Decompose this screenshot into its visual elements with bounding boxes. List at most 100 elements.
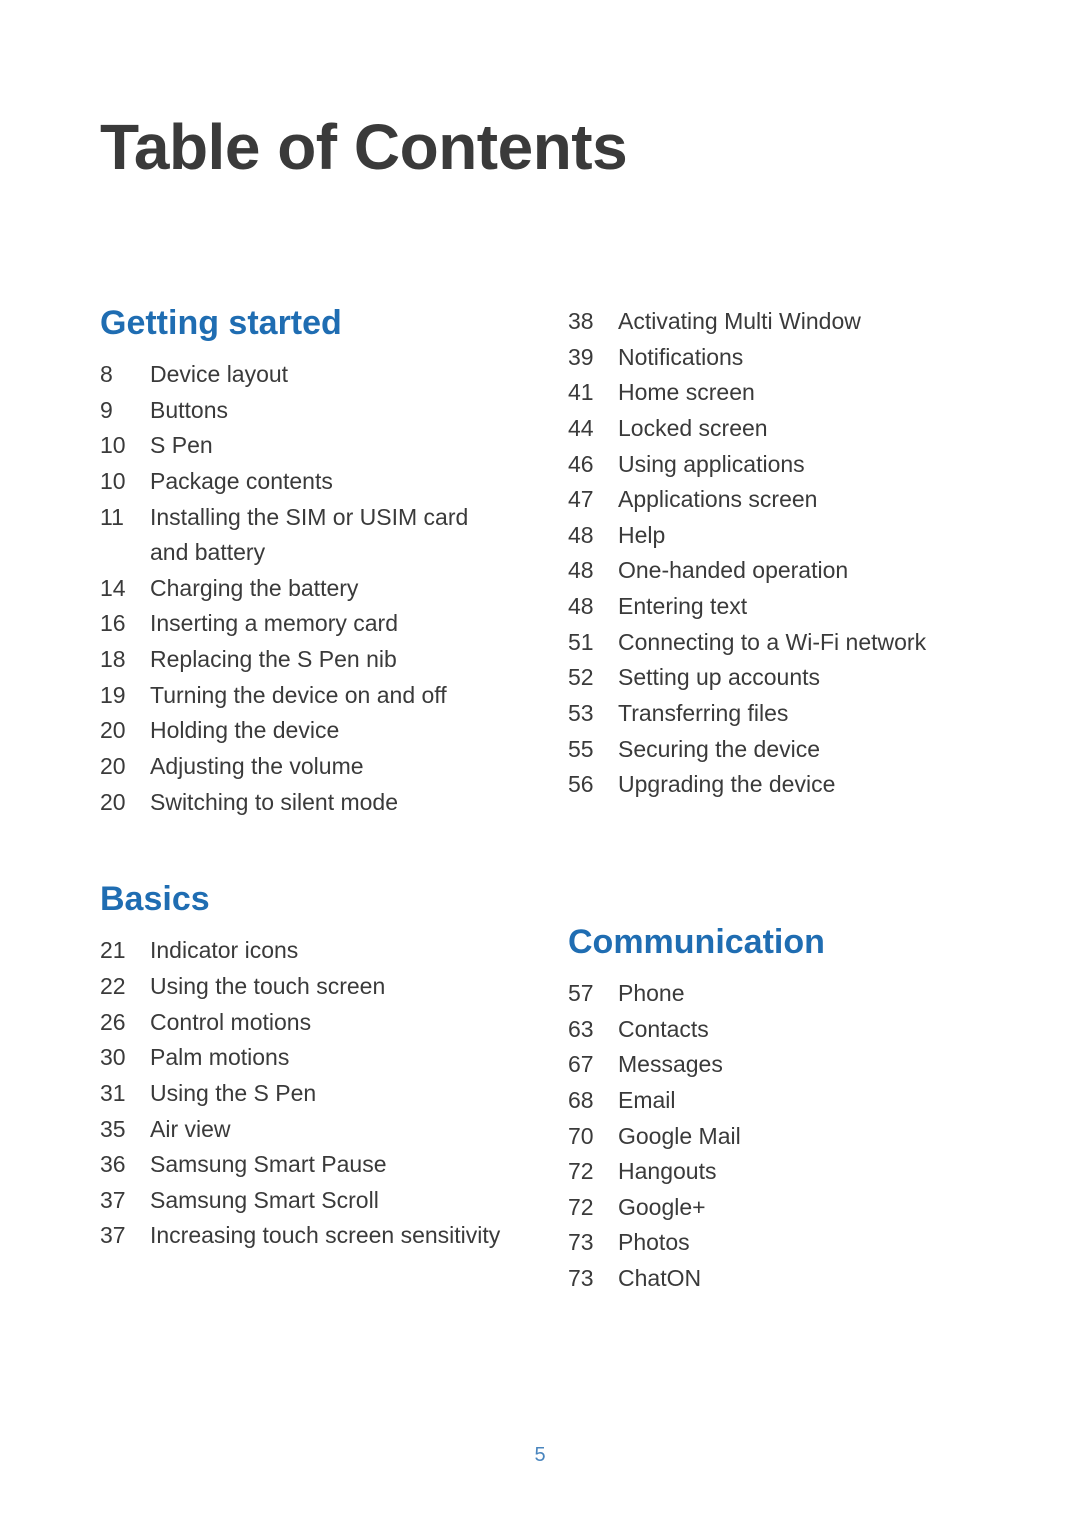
toc-entry[interactable]: 10S Pen [100, 428, 512, 464]
toc-entry[interactable]: 67Messages [568, 1047, 980, 1083]
toc-entry[interactable]: 31Using the S Pen [100, 1076, 512, 1112]
toc-entry-title: Connecting to a Wi-Fi network [618, 625, 980, 661]
toc-entry-page: 30 [100, 1040, 150, 1076]
toc-entry-page: 41 [568, 375, 618, 411]
right-column: 38Activating Multi Window39Notifications… [568, 304, 980, 1297]
toc-entry[interactable]: 14Charging the battery [100, 571, 512, 607]
toc-entry-page: 51 [568, 625, 618, 661]
toc-entry-page: 57 [568, 976, 618, 1012]
toc-entry-title: Locked screen [618, 411, 980, 447]
toc-entry-page: 37 [100, 1218, 150, 1254]
toc-entry-title: Switching to silent mode [150, 785, 512, 821]
toc-entry[interactable]: 39Notifications [568, 340, 980, 376]
toc-entry-page: 9 [100, 393, 150, 429]
toc-entry-title: Using the touch screen [150, 969, 512, 1005]
toc-entry[interactable]: 55Securing the device [568, 732, 980, 768]
toc-list: 57Phone63Contacts67Messages68Email70Goog… [568, 976, 980, 1297]
toc-entry[interactable]: 22Using the touch screen [100, 969, 512, 1005]
toc-entry-title: Entering text [618, 589, 980, 625]
toc-entry[interactable]: 53Transferring files [568, 696, 980, 732]
toc-entry[interactable]: 30Palm motions [100, 1040, 512, 1076]
toc-entry-title: Package contents [150, 464, 512, 500]
toc-entry-page: 31 [100, 1076, 150, 1112]
toc-entry-title: Google+ [618, 1190, 980, 1226]
toc-entry-page: 39 [568, 340, 618, 376]
toc-entry[interactable]: 20Adjusting the volume [100, 749, 512, 785]
page-number: 5 [0, 1444, 1080, 1467]
toc-entry[interactable]: 8Device layout [100, 357, 512, 393]
toc-entry[interactable]: 21Indicator icons [100, 933, 512, 969]
toc-entry-title: Palm motions [150, 1040, 512, 1076]
toc-entry-title: ChatON [618, 1261, 980, 1297]
toc-entry-title: Photos [618, 1225, 980, 1261]
toc-entry[interactable]: 37Samsung Smart Scroll [100, 1183, 512, 1219]
toc-entry[interactable]: 11Installing the SIM or USIM card and ba… [100, 500, 512, 571]
toc-entry[interactable]: 44Locked screen [568, 411, 980, 447]
toc-entry[interactable]: 18Replacing the S Pen nib [100, 642, 512, 678]
toc-entry-title: Google Mail [618, 1119, 980, 1155]
toc-entry[interactable]: 48Entering text [568, 589, 980, 625]
toc-entry-page: 14 [100, 571, 150, 607]
toc-entry[interactable]: 26Control motions [100, 1005, 512, 1041]
toc-entry[interactable]: 48Help [568, 518, 980, 554]
toc-entry[interactable]: 63Contacts [568, 1012, 980, 1048]
toc-entry-title: Upgrading the device [618, 767, 980, 803]
toc-entry-title: Inserting a memory card [150, 606, 512, 642]
toc-entry-page: 8 [100, 357, 150, 393]
toc-entry-page: 10 [100, 428, 150, 464]
toc-entry-page: 22 [100, 969, 150, 1005]
toc-entry[interactable]: 70Google Mail [568, 1119, 980, 1155]
toc-entry[interactable]: 41Home screen [568, 375, 980, 411]
toc-entry-title: Applications screen [618, 482, 980, 518]
toc-entry-page: 38 [568, 304, 618, 340]
toc-entry[interactable]: 36Samsung Smart Pause [100, 1147, 512, 1183]
toc-entry[interactable]: 37Increasing touch screen sensitivity [100, 1218, 512, 1254]
toc-entry-page: 52 [568, 660, 618, 696]
toc-entry[interactable]: 20Holding the device [100, 713, 512, 749]
toc-entry-page: 46 [568, 447, 618, 483]
toc-entry-title: Increasing touch screen sensitivity [150, 1218, 512, 1254]
toc-entry[interactable]: 68Email [568, 1083, 980, 1119]
toc-entry[interactable]: 16Inserting a memory card [100, 606, 512, 642]
toc-entry-page: 36 [100, 1147, 150, 1183]
toc-entry-title: Control motions [150, 1005, 512, 1041]
toc-entry[interactable]: 47Applications screen [568, 482, 980, 518]
toc-entry-page: 10 [100, 464, 150, 500]
toc-entry[interactable]: 20Switching to silent mode [100, 785, 512, 821]
toc-entry[interactable]: 72Google+ [568, 1190, 980, 1226]
toc-entry[interactable]: 48One-handed operation [568, 553, 980, 589]
toc-entry[interactable]: 46Using applications [568, 447, 980, 483]
toc-list: 21Indicator icons22Using the touch scree… [100, 933, 512, 1254]
toc-entry[interactable]: 19Turning the device on and off [100, 678, 512, 714]
toc-entry-page: 20 [100, 785, 150, 821]
toc-entry[interactable]: 73ChatON [568, 1261, 980, 1297]
toc-entry-title: Help [618, 518, 980, 554]
toc-entry-page: 53 [568, 696, 618, 732]
toc-entry[interactable]: 73Photos [568, 1225, 980, 1261]
toc-entry-page: 67 [568, 1047, 618, 1083]
toc-entry-title: Samsung Smart Pause [150, 1147, 512, 1183]
toc-entry[interactable]: 72Hangouts [568, 1154, 980, 1190]
toc-entry-page: 11 [100, 500, 150, 536]
toc-entry[interactable]: 35Air view [100, 1112, 512, 1148]
toc-entry[interactable]: 52Setting up accounts [568, 660, 980, 696]
toc-entry[interactable]: 51Connecting to a Wi-Fi network [568, 625, 980, 661]
page-container: Table of Contents Getting started8Device… [0, 0, 1080, 1297]
toc-entry[interactable]: 10Package contents [100, 464, 512, 500]
toc-entry-page: 44 [568, 411, 618, 447]
toc-entry-page: 48 [568, 553, 618, 589]
toc-entry-page: 56 [568, 767, 618, 803]
toc-entry-page: 37 [100, 1183, 150, 1219]
toc-list: 38Activating Multi Window39Notifications… [568, 304, 980, 803]
toc-entry[interactable]: 57Phone [568, 976, 980, 1012]
toc-entry-title: Setting up accounts [618, 660, 980, 696]
toc-entry-title: Charging the battery [150, 571, 512, 607]
toc-entry[interactable]: 38Activating Multi Window [568, 304, 980, 340]
toc-entry-page: 73 [568, 1261, 618, 1297]
toc-entry-title: Using the S Pen [150, 1076, 512, 1112]
toc-entry-title: Securing the device [618, 732, 980, 768]
toc-entry-page: 63 [568, 1012, 618, 1048]
toc-entry-title: Indicator icons [150, 933, 512, 969]
toc-entry[interactable]: 9Buttons [100, 393, 512, 429]
toc-entry[interactable]: 56Upgrading the device [568, 767, 980, 803]
